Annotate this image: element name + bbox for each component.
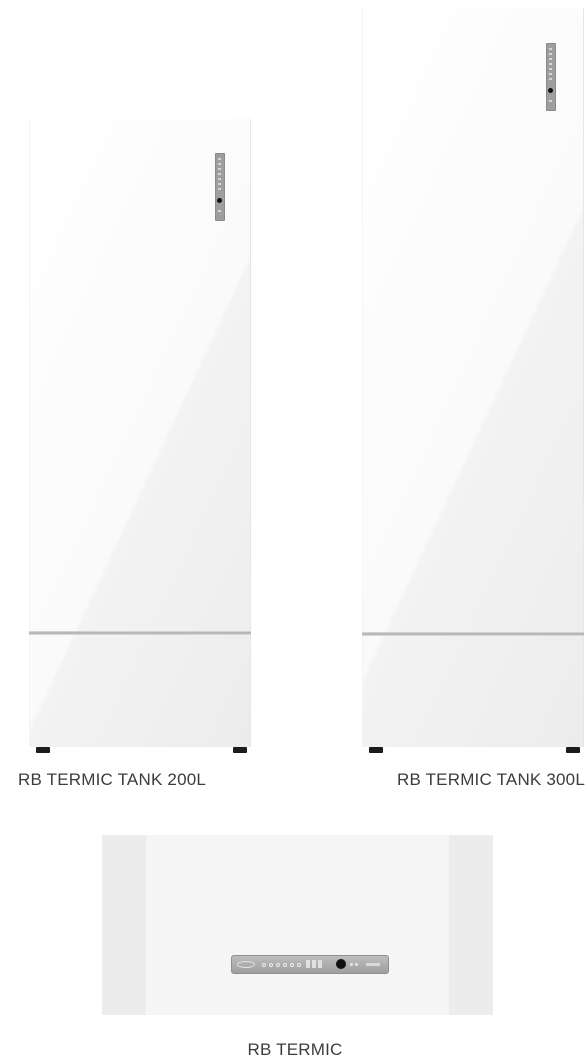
panel-indicator — [218, 168, 221, 170]
brand-logo-icon — [237, 961, 255, 968]
panel-led — [283, 963, 287, 967]
dial-knob-icon — [548, 88, 553, 93]
tank-300l-image — [362, 8, 584, 747]
product-card-rb-termic[interactable] — [102, 835, 493, 1015]
control-panel-icon — [231, 955, 389, 974]
panel-indicator — [549, 100, 552, 102]
panel-indicator — [549, 53, 552, 55]
panel-indicator — [218, 188, 221, 190]
panel-indicator — [218, 163, 221, 165]
tank-foot — [566, 747, 580, 753]
panel-led — [269, 963, 273, 967]
control-panel-icon — [215, 153, 225, 221]
control-panel-icon — [546, 43, 556, 111]
panel-indicator — [350, 963, 353, 966]
panel-indicator-bar — [318, 960, 322, 968]
panel-indicator — [218, 173, 221, 175]
tank-divider — [362, 632, 584, 636]
panel-indicator — [218, 183, 221, 185]
tank-foot — [36, 747, 50, 753]
tank-divider — [29, 631, 251, 635]
product-card-tank-200l[interactable] — [29, 119, 251, 753]
panel-indicator — [218, 178, 221, 180]
tank-foot — [369, 747, 383, 753]
tank-foot — [233, 747, 247, 753]
panel-led — [276, 963, 280, 967]
panel-indicator — [355, 963, 358, 966]
panel-led — [297, 963, 301, 967]
panel-led — [262, 963, 266, 967]
unit-side-panel — [102, 835, 146, 1015]
panel-indicator — [549, 73, 552, 75]
product-card-tank-300l[interactable] — [362, 8, 584, 753]
dial-knob-icon — [336, 959, 346, 969]
product-label-tank-200l[interactable]: RB TERMIC TANK 200L — [18, 770, 207, 789]
dial-knob-icon — [217, 198, 222, 203]
panel-indicator-bar — [306, 960, 310, 968]
product-label-tank-300l[interactable]: RB TERMIC TANK 300L — [396, 770, 585, 789]
panel-indicator — [549, 48, 552, 50]
panel-indicator — [549, 63, 552, 65]
panel-indicator — [549, 58, 552, 60]
panel-indicator-bar — [312, 960, 316, 968]
panel-led — [290, 963, 294, 967]
panel-display-strip — [366, 963, 380, 966]
unit-side-panel — [449, 835, 493, 1015]
panel-indicator — [549, 78, 552, 80]
panel-indicator — [218, 158, 221, 160]
product-label-rb-termic[interactable]: RB TERMIC — [247, 1040, 343, 1059]
panel-indicator — [218, 210, 221, 212]
panel-indicator — [549, 68, 552, 70]
tank-200l-image — [29, 119, 251, 747]
